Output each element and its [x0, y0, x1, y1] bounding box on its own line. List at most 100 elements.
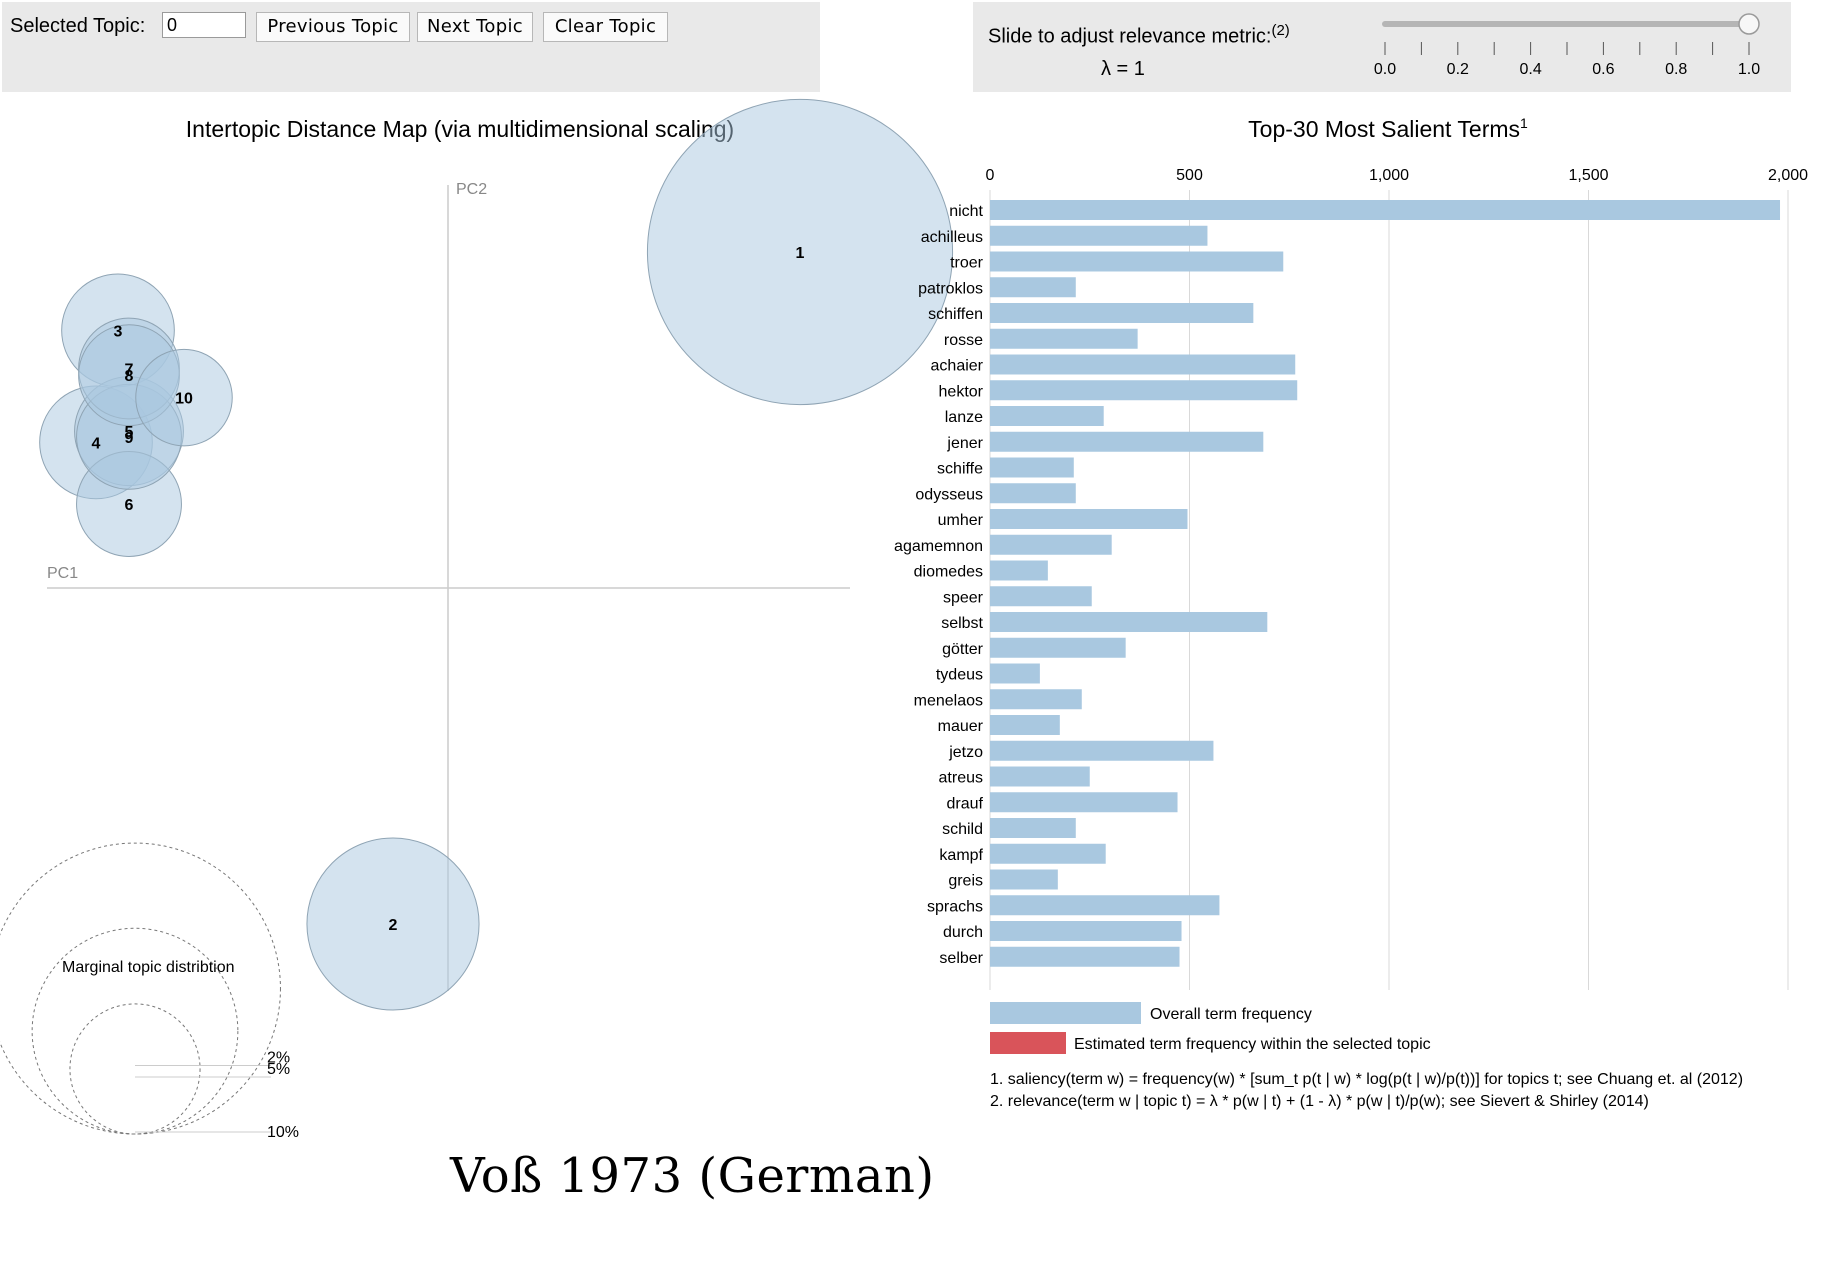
term-label-schiffe[interactable]: schiffe [937, 461, 983, 478]
term-bars[interactable] [990, 200, 1781, 967]
topic-label-7: 7 [125, 361, 134, 378]
bar-jener[interactable] [990, 431, 1264, 452]
term-label-durch[interactable]: durch [943, 924, 983, 941]
bar-legend-label-0: Overall term frequency [1150, 1006, 1312, 1023]
relevance-slider[interactable]: 0.0 0.2 0.4 0.6 0.8 1.0 [973, 2, 1791, 92]
bar-tydeus[interactable] [990, 663, 1040, 684]
marginal-legend-title: Marginal topic distribtion [62, 959, 235, 976]
term-label-lanze[interactable]: lanze [945, 409, 983, 426]
bar-mauer[interactable] [990, 715, 1060, 735]
term-label-mauer[interactable]: mauer [938, 718, 984, 735]
x-tick-label: 1,000 [1369, 167, 1409, 184]
term-label-umher[interactable]: umher [938, 512, 984, 529]
bar-jetzo[interactable] [990, 740, 1214, 761]
term-label-jetzo[interactable]: jetzo [948, 744, 983, 761]
x-tick-label: 0 [986, 167, 995, 184]
topic-labels: 1 2 3 4 5 6 78 9 10 [92, 245, 805, 934]
bar-achaier[interactable] [990, 354, 1296, 375]
term-label-atreus[interactable]: atreus [939, 770, 983, 787]
selected-topic-input[interactable] [162, 12, 246, 38]
bar-selber[interactable] [990, 946, 1180, 967]
bar-hektor[interactable] [990, 380, 1298, 401]
term-label-menelaos[interactable]: menelaos [914, 692, 983, 709]
bar-x-ticks: 0 500 1,000 1,500 2,000 [986, 167, 1809, 184]
bar-schild[interactable] [990, 818, 1076, 838]
term-label-speer[interactable]: speer [943, 589, 984, 606]
topic-circle-10[interactable] [135, 348, 233, 447]
term-label-kampf[interactable]: kampf [939, 847, 983, 864]
bar-lanze[interactable] [990, 406, 1104, 426]
bar-durch[interactable] [990, 921, 1182, 941]
topic-circle-1[interactable] [646, 98, 954, 406]
clear-topic-button[interactable]: Clear Topic [543, 12, 668, 42]
term-label-schiffen[interactable]: schiffen [928, 306, 983, 323]
bar-achilleus[interactable] [990, 225, 1208, 246]
topic-circle-2[interactable] [306, 837, 480, 1011]
term-label-nicht[interactable]: nicht [949, 203, 983, 220]
term-label-drauf[interactable]: drauf [947, 795, 984, 812]
relevance-slider-panel: Slide to adjust relevance metric:(2) λ =… [973, 2, 1791, 92]
previous-topic-button[interactable]: Previous Topic [256, 12, 410, 42]
bar-troer[interactable] [990, 251, 1284, 272]
x-tick-label: 1,500 [1568, 167, 1608, 184]
topic-label-9: 9 [125, 430, 134, 447]
term-label-diomedes[interactable]: diomedes [914, 564, 983, 581]
bar-menelaos[interactable] [990, 689, 1082, 710]
term-label-jener[interactable]: jener [946, 435, 983, 452]
legend-label-5: 5% [267, 1061, 290, 1078]
term-label-selber[interactable]: selber [939, 950, 983, 967]
bar-diomedes[interactable] [990, 560, 1048, 581]
legend-circle-5 [31, 927, 239, 1135]
term-label-hektor[interactable]: hektor [939, 383, 984, 400]
term-label-greis[interactable]: greis [948, 873, 983, 890]
slider-knob[interactable] [1738, 13, 1760, 35]
bar-schiffe[interactable] [990, 457, 1074, 478]
bar-nicht[interactable] [990, 200, 1781, 220]
legend-circle-2 [69, 1003, 201, 1135]
term-label-götter[interactable]: götter [942, 641, 984, 658]
bar-agamemnon[interactable] [990, 534, 1112, 555]
bar-selbst[interactable] [990, 612, 1268, 632]
bar-atreus[interactable] [990, 766, 1090, 787]
footer-caption: Voß 1973 (German) [450, 1148, 935, 1204]
bar-kampf[interactable] [990, 843, 1106, 864]
term-label-rosse[interactable]: rosse [944, 332, 983, 349]
bar-speer[interactable] [990, 586, 1092, 607]
topic-controls-panel: Selected Topic: Previous Topic Next Topi… [2, 2, 820, 92]
term-label-agamemnon[interactable]: agamemnon [894, 538, 983, 555]
term-labels[interactable]: nicht achilleus troer patroklos schiffen ross… [894, 203, 984, 967]
pc1-axis-label: PC1 [47, 565, 78, 582]
bar-sprachs[interactable] [990, 895, 1220, 916]
marginal-size-legend: 2%5% 10% [0, 842, 299, 1141]
topic-label-4: 4 [92, 435, 101, 452]
legend-label-10: 10% [267, 1124, 299, 1141]
slider-tick-label: 1.0 [1738, 61, 1760, 78]
term-label-sprachs[interactable]: sprachs [927, 898, 983, 915]
slider-tick-label: 0.6 [1592, 61, 1614, 78]
term-label-achaier[interactable]: achaier [931, 358, 984, 375]
bar-patroklos[interactable] [990, 277, 1076, 298]
bar-drauf[interactable] [990, 792, 1178, 813]
term-label-odysseus[interactable]: odysseus [915, 486, 983, 503]
term-label-selbst[interactable]: selbst [941, 615, 983, 632]
term-label-patroklos[interactable]: patroklos [918, 280, 983, 297]
bar-umher[interactable] [990, 509, 1188, 529]
topic-circles[interactable] [39, 98, 954, 1011]
topic-label-10: 10 [175, 391, 193, 408]
bar-rosse[interactable] [990, 328, 1138, 349]
term-label-troer[interactable]: troer [950, 255, 984, 272]
bar-götter[interactable] [990, 637, 1126, 658]
bar-greis[interactable] [990, 869, 1058, 890]
bar-schiffen[interactable] [990, 303, 1254, 323]
topic-label-5: 5 [125, 424, 134, 441]
term-label-achilleus[interactable]: achilleus [921, 229, 983, 246]
term-label-schild[interactable]: schild [942, 821, 983, 838]
salient-terms-chart: Top-30 Most Salient Terms1 0 500 1,000 1,50… [894, 115, 1808, 1110]
term-label-tydeus[interactable]: tydeus [936, 667, 983, 684]
next-topic-button[interactable]: Next Topic [417, 12, 533, 42]
selected-topic-label: Selected Topic: [10, 15, 146, 37]
bar-legend: Overall term frequency Estimated term fre… [990, 1002, 1431, 1054]
bar-odysseus[interactable] [990, 483, 1076, 504]
slider-tick-label: 0.4 [1519, 61, 1541, 78]
footnote-2: 2. relevance(term w | topic t) = λ * p(w… [990, 1093, 1649, 1110]
